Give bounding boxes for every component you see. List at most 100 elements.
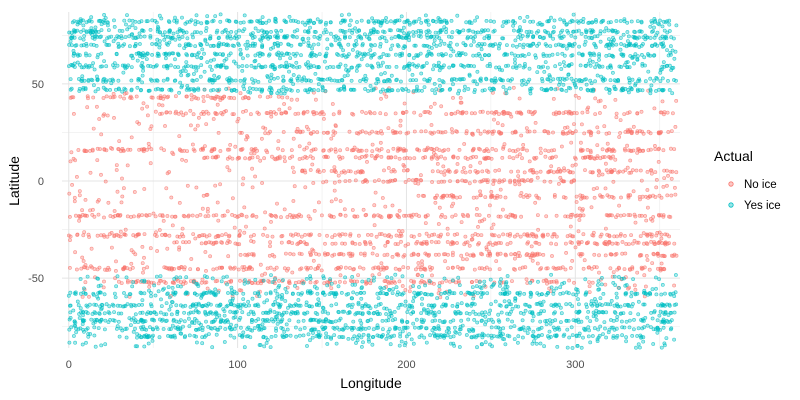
data-point: [590, 280, 595, 285]
data-point: [388, 280, 393, 285]
data-point: [613, 98, 618, 102]
data-point: [403, 148, 408, 153]
data-point: [521, 45, 526, 50]
data-point: [234, 20, 239, 24]
data-point: [492, 19, 496, 24]
data-point: [340, 241, 345, 246]
data-point: [378, 111, 383, 116]
data-point: [537, 41, 541, 46]
data-point: [381, 291, 386, 296]
data-point: [661, 253, 666, 258]
data-point: [136, 303, 141, 307]
data-point: [180, 69, 185, 73]
data-point: [125, 163, 130, 168]
data-point: [327, 213, 332, 218]
data-point: [526, 325, 531, 330]
data-point: [589, 133, 593, 138]
data-point: [386, 149, 391, 154]
data-point: [346, 42, 351, 47]
data-point: [424, 29, 429, 34]
data-point: [571, 292, 576, 297]
data-point: [269, 213, 274, 218]
data-point: [372, 179, 377, 184]
data-point: [549, 87, 554, 91]
data-point: [633, 220, 638, 225]
data-point: [672, 147, 677, 152]
data-point: [596, 130, 601, 135]
data-point: [118, 229, 123, 234]
data-point: [535, 70, 540, 75]
data-point: [375, 291, 380, 296]
data-point: [140, 244, 145, 249]
data-point: [350, 279, 355, 284]
data-point: [359, 18, 364, 23]
data-point: [583, 35, 588, 39]
data-point: [204, 319, 208, 324]
data-point: [215, 278, 220, 283]
data-point: [632, 35, 637, 40]
data-point: [505, 311, 510, 316]
data-point: [556, 266, 561, 271]
data-point: [494, 148, 498, 153]
data-point: [270, 154, 274, 159]
data-point: [165, 77, 170, 82]
data-point: [423, 110, 428, 114]
data-point: [569, 325, 574, 330]
data-point: [457, 77, 462, 82]
data-point: [300, 156, 305, 161]
data-point: [649, 232, 654, 237]
data-point: [399, 14, 404, 19]
data-point: [68, 265, 72, 270]
data-point: [216, 44, 221, 49]
data-point: [553, 327, 557, 332]
data-point: [653, 147, 658, 152]
data-point: [97, 311, 102, 316]
data-point: [544, 88, 548, 93]
data-point: [164, 186, 169, 191]
data-point: [227, 233, 232, 238]
data-point: [595, 303, 600, 308]
data-point: [661, 88, 665, 93]
data-point: [130, 23, 135, 28]
data-point: [623, 148, 628, 153]
data-point: [76, 52, 80, 57]
data-point: [654, 177, 659, 182]
data-point: [145, 51, 150, 56]
data-point: [81, 23, 86, 28]
data-point: [497, 234, 501, 239]
data-point: [316, 263, 321, 268]
data-point: [516, 174, 521, 179]
data-point: [276, 278, 281, 283]
data-point: [598, 98, 603, 103]
data-point: [266, 53, 271, 58]
data-point: [277, 156, 282, 161]
data-point: [142, 255, 146, 260]
data-point: [550, 254, 554, 258]
data-point: [609, 252, 614, 257]
data-point: [651, 215, 656, 219]
data-point: [303, 241, 308, 246]
data-point: [116, 45, 121, 50]
data-point: [670, 253, 674, 258]
data-point: [291, 34, 296, 39]
data-point: [496, 240, 501, 245]
data-point: [304, 155, 309, 160]
data-point: [427, 77, 432, 81]
data-point: [650, 44, 655, 49]
data-point: [614, 241, 619, 246]
data-point: [119, 200, 124, 205]
data-point: [449, 112, 454, 116]
data-point: [191, 35, 195, 40]
data-point: [226, 239, 231, 243]
data-point: [424, 61, 429, 66]
data-point: [167, 233, 172, 238]
data-point: [283, 19, 288, 24]
data-point: [495, 121, 500, 126]
data-point: [77, 218, 82, 223]
data-point: [342, 326, 347, 331]
data-point: [669, 193, 674, 198]
data-point: [427, 234, 431, 239]
data-point: [458, 100, 463, 105]
data-point: [337, 279, 342, 284]
data-point: [371, 245, 376, 250]
